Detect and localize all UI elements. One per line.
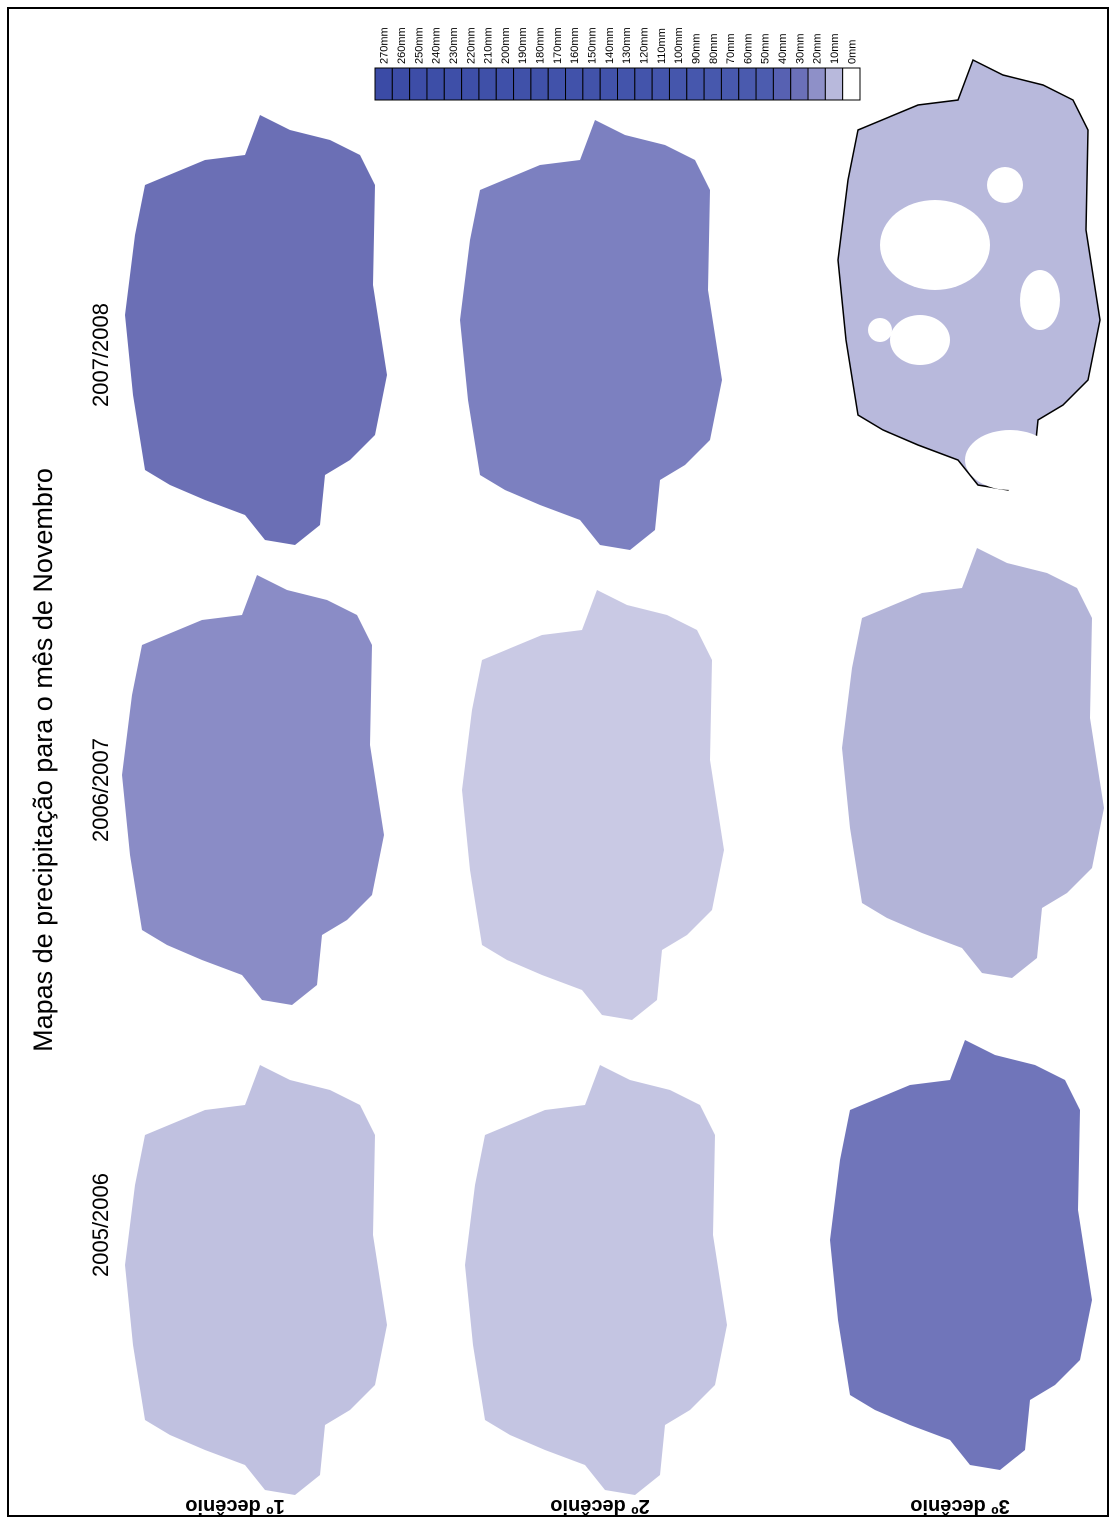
map <box>122 575 384 1005</box>
legend-swatch <box>479 68 496 100</box>
legend-swatch <box>548 68 565 100</box>
legend-label: 60mm <box>742 33 754 64</box>
legend-swatch <box>410 68 427 100</box>
legend-label: 90mm <box>690 33 702 64</box>
legend-label: 30mm <box>794 33 806 64</box>
legend-label: 20mm <box>812 33 824 64</box>
map <box>842 548 1104 978</box>
column-label: 2006/2007 <box>88 738 113 842</box>
legend-label: 110mm <box>656 28 668 64</box>
legend-swatch <box>583 68 600 100</box>
legend-swatch <box>652 68 669 100</box>
legend-label: 210mm <box>483 27 495 64</box>
map <box>460 120 722 550</box>
legend-swatch <box>791 68 808 100</box>
legend-label: 200mm <box>500 27 512 64</box>
legend-label: 10mm <box>829 33 841 64</box>
legend-label: 130mm <box>621 27 633 64</box>
legend-swatch <box>496 68 513 100</box>
legend-swatch <box>392 68 409 100</box>
map <box>465 1065 727 1495</box>
legend-label: 230mm <box>448 27 460 64</box>
legend-label: 80mm <box>708 33 720 64</box>
legend-label: 260mm <box>396 27 408 64</box>
legend-label: 140mm <box>604 27 616 64</box>
legend-swatch <box>566 68 583 100</box>
legend-swatch <box>773 68 790 100</box>
legend-label: 220mm <box>465 27 477 64</box>
legend-label: 240mm <box>431 27 443 64</box>
legend-swatch <box>618 68 635 100</box>
row-label: 1º decênio <box>185 1495 285 1517</box>
legend-label: 270mm <box>379 27 391 64</box>
legend-swatch <box>462 68 479 100</box>
legend-label: 100mm <box>673 27 685 64</box>
legend-swatch <box>444 68 461 100</box>
column-label: 2007/2008 <box>88 303 113 407</box>
legend-swatch <box>427 68 444 100</box>
legend-swatch <box>704 68 721 100</box>
legend-label: 180mm <box>535 27 547 64</box>
legend-label: 190mm <box>517 27 529 64</box>
figure: Mapas de precipitação para o mês de Nove… <box>0 0 1117 1526</box>
legend-label: 0mm <box>846 40 858 64</box>
legend-swatch <box>531 68 548 100</box>
legend-swatch <box>739 68 756 100</box>
legend-label: 160mm <box>569 27 581 64</box>
map <box>462 590 724 1020</box>
legend-swatch <box>825 68 842 100</box>
maps <box>122 60 1104 1495</box>
legend-swatch <box>600 68 617 100</box>
column-label: 2005/2006 <box>88 1173 113 1277</box>
legend: 270mm 260mm 250mm 240mm 230mm 220mm 210mm 200mm… <box>375 27 860 100</box>
legend-label: 170mm <box>552 27 564 64</box>
legend-label: 70mm <box>725 33 737 64</box>
map <box>125 1065 387 1495</box>
legend-swatch <box>721 68 738 100</box>
legend-swatch <box>808 68 825 100</box>
title: Mapas de precipitação para o mês de Nove… <box>28 468 58 1052</box>
legend-swatch <box>514 68 531 100</box>
map <box>125 115 387 545</box>
row-label: 2º decênio <box>550 1495 650 1517</box>
legend-label: 150mm <box>587 27 599 64</box>
legend-label: 250mm <box>413 27 425 64</box>
legend-swatch <box>843 68 860 100</box>
legend-swatch <box>669 68 686 100</box>
legend-label: 50mm <box>760 33 772 64</box>
legend-swatch <box>635 68 652 100</box>
legend-label: 120mm <box>638 27 650 64</box>
row-label: 3º decênio <box>910 1495 1010 1517</box>
legend-swatch <box>756 68 773 100</box>
legend-swatch <box>687 68 704 100</box>
map <box>830 1040 1092 1470</box>
legend-swatch <box>375 68 392 100</box>
legend-label: 40mm <box>777 33 789 64</box>
